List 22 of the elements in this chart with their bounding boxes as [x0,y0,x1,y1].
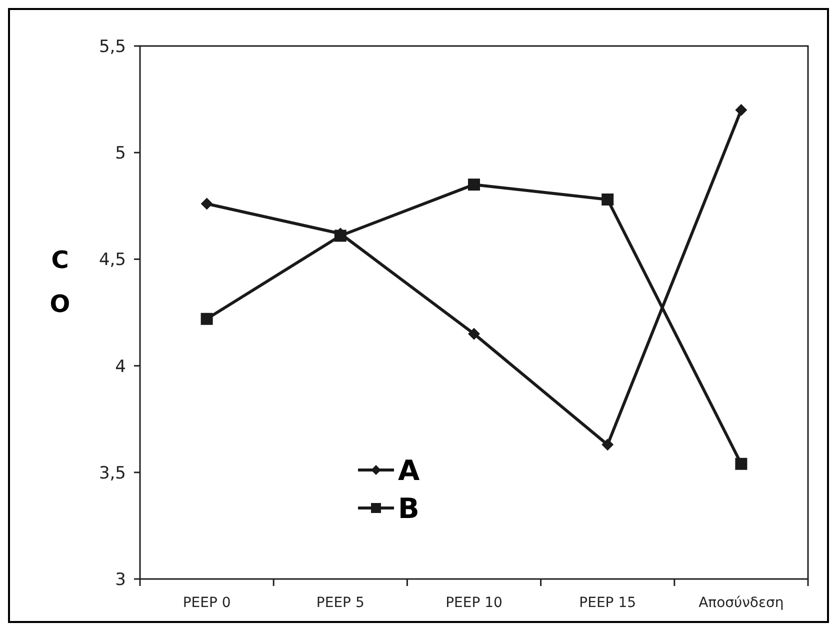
y-axis-title: CO [50,246,70,318]
point [735,458,748,470]
point [468,178,480,191]
y-tick-label: 5,5 [98,36,126,57]
point [602,438,614,451]
point [468,328,480,340]
x-tick-label: PEEP 5 [316,595,364,611]
point [602,194,614,206]
point [735,104,748,116]
point [200,198,213,210]
y-tick-label: 4 [115,356,126,377]
y-tick-label: 3 [115,570,126,590]
x-tick-label: Αποσύνδεση [698,595,784,611]
x-tick-label: PEEP 10 [446,595,502,611]
legend-label: A [398,454,420,487]
y-tick-label: 5 [115,144,126,164]
point [200,312,213,325]
x-tick-label: PEEP 0 [182,595,231,611]
y-tick-label: 3,5 [98,463,126,484]
legend-label: B [398,492,420,525]
x-tick-label: PEEP 15 [579,595,636,611]
y-tick-label: 4,5 [98,250,126,270]
